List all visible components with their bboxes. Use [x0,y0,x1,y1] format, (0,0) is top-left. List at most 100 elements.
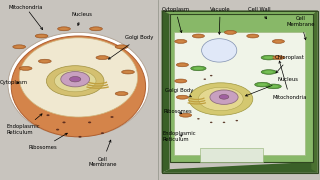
Ellipse shape [175,79,187,83]
Ellipse shape [180,113,192,117]
Ellipse shape [88,122,91,123]
Ellipse shape [236,120,238,121]
Ellipse shape [124,71,132,73]
Text: Endoplasmic
Reticulum: Endoplasmic Reticulum [163,131,196,142]
Ellipse shape [266,84,281,89]
Ellipse shape [191,66,206,71]
Ellipse shape [19,38,138,117]
Ellipse shape [261,70,276,74]
Ellipse shape [58,27,70,31]
Bar [170,14,313,162]
Ellipse shape [99,57,106,59]
Ellipse shape [227,31,234,33]
Bar [200,148,263,162]
Text: Chloroplast: Chloroplast [275,55,305,73]
Ellipse shape [272,56,284,60]
Text: Mitochondria: Mitochondria [272,61,307,100]
Text: Cell
Membrane: Cell Membrane [88,140,117,167]
Bar [162,11,318,173]
Ellipse shape [261,55,276,60]
Ellipse shape [115,92,128,96]
Ellipse shape [177,80,184,82]
Ellipse shape [122,70,134,74]
Ellipse shape [223,122,225,123]
Ellipse shape [177,40,184,42]
Text: Nucleus: Nucleus [71,12,92,25]
Text: Endoplasmic
Reticulum: Endoplasmic Reticulum [6,114,42,135]
Text: Cell Wall: Cell Wall [248,6,270,19]
Polygon shape [311,11,318,173]
Ellipse shape [176,95,188,99]
Ellipse shape [275,40,282,42]
Ellipse shape [192,34,204,38]
Ellipse shape [46,114,50,116]
Ellipse shape [182,114,189,116]
Ellipse shape [275,57,282,59]
Ellipse shape [54,70,96,92]
Ellipse shape [224,30,236,34]
Ellipse shape [249,35,256,37]
Ellipse shape [61,71,90,87]
Ellipse shape [70,76,81,82]
Text: Vacuole: Vacuole [210,6,230,34]
Text: Cell
Membrane: Cell Membrane [286,16,315,40]
Ellipse shape [255,82,270,87]
Ellipse shape [272,39,284,43]
Ellipse shape [198,87,243,111]
Ellipse shape [269,85,278,88]
Ellipse shape [210,122,212,123]
Ellipse shape [62,122,66,123]
Ellipse shape [41,60,49,62]
Ellipse shape [264,56,274,59]
Polygon shape [162,162,318,173]
Ellipse shape [22,67,30,69]
Ellipse shape [219,94,229,99]
Ellipse shape [195,35,202,37]
Ellipse shape [179,96,186,98]
Ellipse shape [38,35,46,37]
Ellipse shape [258,83,267,86]
Ellipse shape [35,34,48,38]
Ellipse shape [38,59,51,63]
Ellipse shape [194,67,203,70]
Ellipse shape [11,36,146,137]
Text: Ribosomes: Ribosomes [163,109,192,114]
Ellipse shape [204,78,206,80]
Text: Golgi Body: Golgi Body [165,87,193,97]
Ellipse shape [264,71,274,73]
Ellipse shape [56,129,59,130]
Bar [174,32,305,155]
Ellipse shape [118,46,126,48]
Text: Mitochondria: Mitochondria [8,5,43,30]
Ellipse shape [118,93,126,95]
Ellipse shape [176,63,188,67]
Ellipse shape [115,45,128,49]
Ellipse shape [46,66,104,96]
Ellipse shape [8,32,149,137]
Text: Golgi Body: Golgi Body [108,35,153,59]
Polygon shape [162,11,318,16]
Text: Nucleus: Nucleus [245,77,299,96]
Ellipse shape [78,136,82,138]
Text: Ribosomes: Ribosomes [29,133,67,150]
Ellipse shape [90,27,102,31]
Polygon shape [162,11,170,173]
Ellipse shape [92,28,100,30]
Text: Cytoplasm: Cytoplasm [0,80,28,85]
Ellipse shape [247,34,259,38]
Ellipse shape [202,39,237,62]
Ellipse shape [197,118,200,120]
Ellipse shape [210,90,238,104]
Ellipse shape [13,45,26,49]
Ellipse shape [101,132,104,134]
Text: Cytoplasm: Cytoplasm [161,6,189,33]
Ellipse shape [96,56,109,60]
Ellipse shape [60,28,68,30]
Ellipse shape [110,116,114,118]
Ellipse shape [179,64,186,66]
Ellipse shape [189,83,253,115]
Ellipse shape [15,46,23,48]
Ellipse shape [19,66,32,70]
Ellipse shape [210,75,212,76]
Ellipse shape [175,39,187,43]
